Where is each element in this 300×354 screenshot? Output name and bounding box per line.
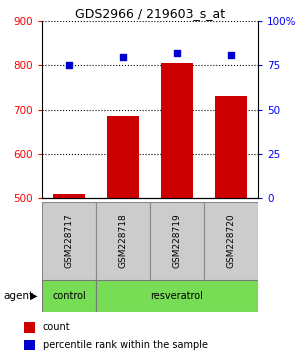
- Text: GSM228718: GSM228718: [118, 213, 127, 268]
- Text: percentile rank within the sample: percentile rank within the sample: [43, 340, 208, 350]
- Text: GSM228717: GSM228717: [64, 213, 74, 268]
- Text: agent: agent: [3, 291, 33, 301]
- Bar: [161, 63, 193, 198]
- Bar: [107, 116, 139, 198]
- Bar: [215, 97, 247, 198]
- Bar: [24, 340, 35, 350]
- Text: count: count: [43, 322, 70, 332]
- Bar: [204, 202, 258, 280]
- Text: GSM228720: GSM228720: [226, 213, 236, 268]
- Text: GSM228719: GSM228719: [172, 213, 182, 268]
- Bar: [24, 322, 35, 333]
- Point: [67, 63, 71, 68]
- Title: GDS2966 / 219603_s_at: GDS2966 / 219603_s_at: [75, 7, 225, 20]
- Point: [121, 54, 125, 59]
- Bar: [150, 202, 204, 280]
- Bar: [42, 202, 96, 280]
- Text: control: control: [52, 291, 86, 301]
- Bar: [96, 202, 150, 280]
- Text: ▶: ▶: [30, 291, 38, 301]
- Bar: [53, 194, 85, 198]
- Bar: [96, 280, 258, 312]
- Point: [229, 52, 233, 58]
- Text: resveratrol: resveratrol: [151, 291, 203, 301]
- Point: [175, 50, 179, 56]
- Bar: [42, 280, 96, 312]
